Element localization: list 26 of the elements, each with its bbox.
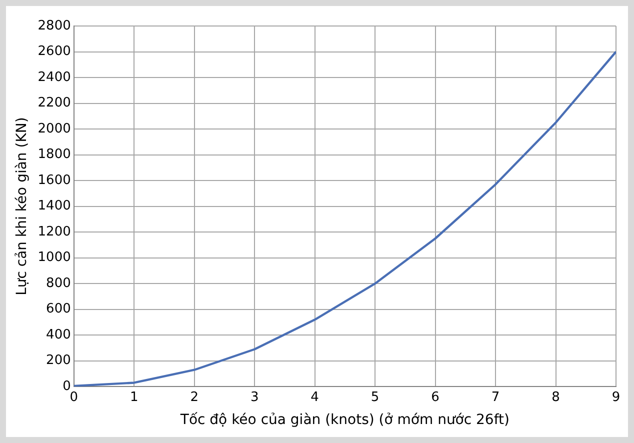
y-tick-label: 1800 [38, 147, 71, 162]
x-tick-label: 9 [612, 390, 620, 405]
y-tick-label: 600 [46, 302, 71, 317]
y-tick-label: 800 [46, 276, 71, 291]
x-axis-title: Tốc độ kéo của giàn (knots) (ở mớm nước 26ft) [179, 412, 510, 428]
y-tick-label: 2400 [38, 70, 71, 85]
y-tick-label: 200 [46, 353, 71, 368]
y-tick-label: 2800 [38, 18, 71, 34]
y-tick-label: 1000 [38, 250, 71, 266]
y-tick-label: 400 [46, 327, 71, 342]
y-tick-label: 0 [62, 378, 71, 394]
y-tick-label: 1200 [38, 224, 71, 240]
y-tick-label: 2000 [38, 121, 71, 136]
x-tick-label: 7 [491, 390, 500, 405]
y-tick-label: 1600 [38, 172, 71, 188]
x-tick-label: 4 [310, 390, 319, 405]
y-tick-label: 2200 [38, 96, 71, 111]
y-tick-label: 2600 [38, 44, 71, 60]
x-tick-label: 6 [431, 390, 440, 405]
x-tick-label: 8 [552, 390, 560, 405]
x-tick-label: 2 [190, 390, 198, 405]
x-tick-label: 1 [130, 390, 138, 405]
x-tick-label: 3 [250, 390, 259, 405]
y-tick-label: 1400 [38, 198, 71, 214]
x-tick-label: 5 [370, 390, 380, 405]
y-axis-title: Lực cản khi kéo giàn (KN) [14, 117, 30, 296]
